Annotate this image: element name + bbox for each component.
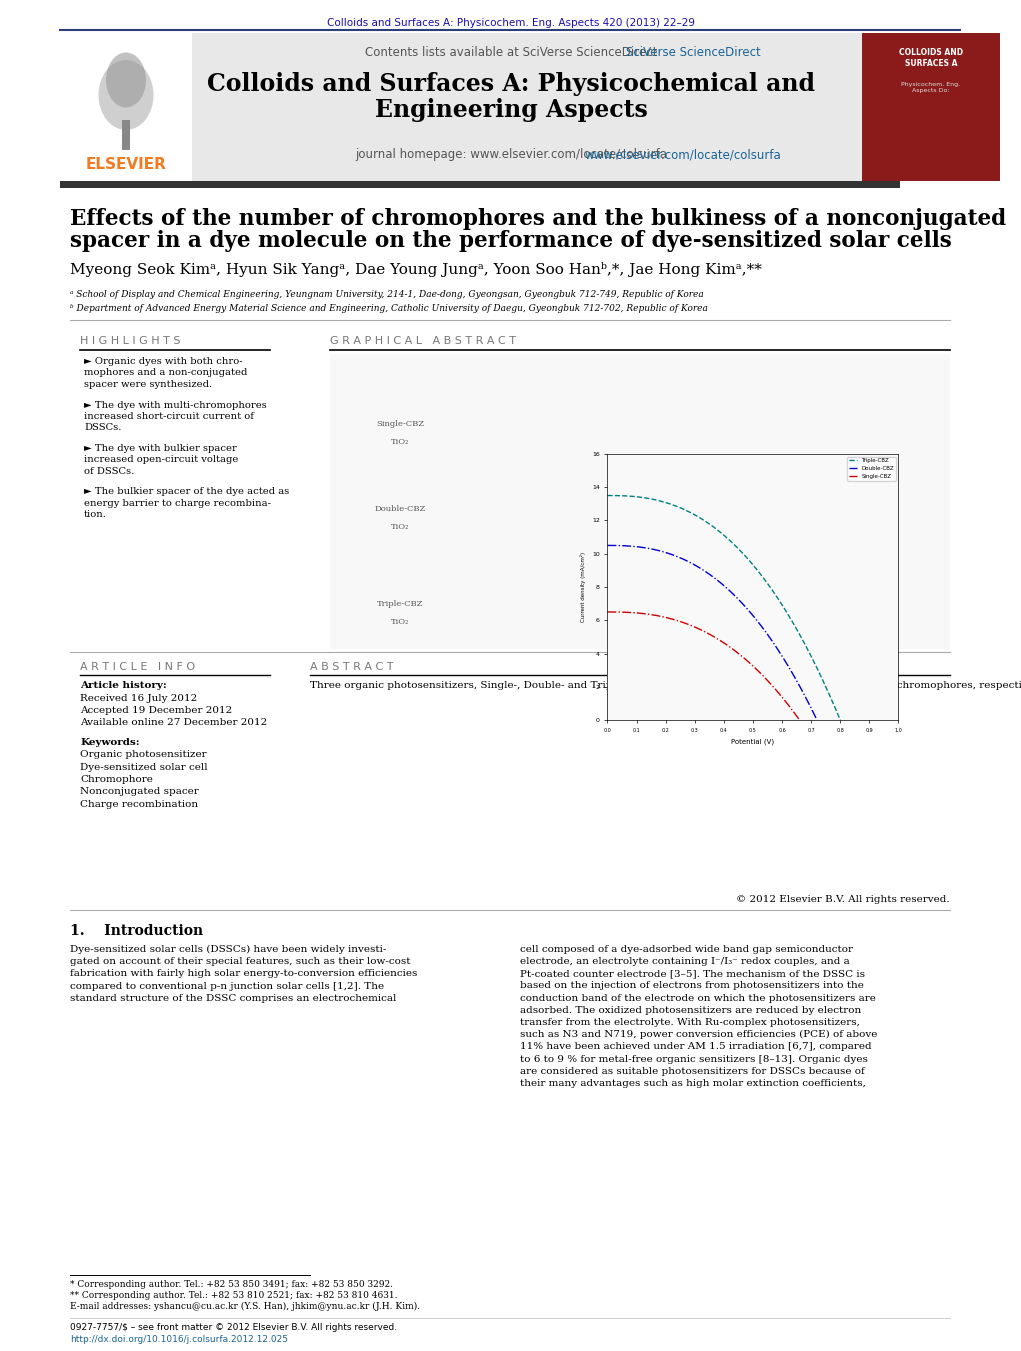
Double-CBZ: [640, 540, 652, 557]
Text: * Corresponding author. Tel.: +82 53 850 3491; fax: +82 53 850 3292.: * Corresponding author. Tel.: +82 53 850…: [70, 1279, 393, 1289]
Text: TiO₂: TiO₂: [391, 523, 409, 531]
Text: ᵇ Department of Advanced Energy Material Science and Engineering, Catholic Unive: ᵇ Department of Advanced Energy Material…: [70, 304, 708, 313]
Triple-CBZ: [611, 488, 623, 504]
Text: Myeong Seok Kimᵃ, Hyun Sik Yangᵃ, Dae Young Jungᵃ, Yoon Soo Hanᵇ,*, Jae Hong Kim: Myeong Seok Kimᵃ, Hyun Sik Yangᵃ, Dae Yo…: [70, 262, 762, 277]
Triple-CBZ: [644, 490, 657, 507]
Double-CBZ: [614, 538, 626, 554]
Line: Triple-CBZ: Triple-CBZ: [607, 496, 840, 720]
Text: ► Organic dyes with both chro-
mophores and a non-conjugated
spacer were synthes: ► Organic dyes with both chro- mophores …: [84, 357, 247, 389]
Text: Contents lists available at SciVerse ScienceDirect: Contents lists available at SciVerse Sci…: [364, 46, 658, 59]
X-axis label: Potential (V): Potential (V): [731, 738, 775, 744]
Text: H I G H L I G H T S: H I G H L I G H T S: [80, 336, 181, 346]
Text: ᵃ School of Display and Chemical Engineering, Yeungnam University, 214-1, Dae-do: ᵃ School of Display and Chemical Enginee…: [70, 290, 703, 299]
Triple-CBZ: [664, 496, 676, 512]
Text: ► The bulkier spacer of the dye acted as
energy barrier to charge recombina-
tio: ► The bulkier spacer of the dye acted as…: [84, 488, 289, 519]
Text: Available online 27 December 2012: Available online 27 December 2012: [80, 717, 268, 727]
Text: G R A P H I C A L   A B S T R A C T: G R A P H I C A L A B S T R A C T: [330, 336, 516, 346]
Single-CBZ: [601, 604, 614, 620]
Text: 0927-7757/$ – see front matter © 2012 Elsevier B.V. All rights reserved.: 0927-7757/$ – see front matter © 2012 El…: [70, 1323, 397, 1332]
Bar: [60, 32, 900, 181]
Double-CBZ: [800, 690, 813, 707]
Text: www.elsevier.com/locate/colsurfa: www.elsevier.com/locate/colsurfa: [584, 149, 781, 161]
Single-CBZ: [637, 605, 649, 621]
Bar: [862, 32, 1000, 181]
Text: Double-CBZ: Double-CBZ: [375, 505, 426, 513]
Triple-CBZ: [601, 488, 614, 504]
Text: Nonconjugated spacer: Nonconjugated spacer: [80, 788, 199, 797]
Text: Dye-sensitized solar cells (DSSCs) have been widely investi-
gated on account of: Dye-sensitized solar cells (DSSCs) have …: [70, 944, 418, 1002]
Single-CBZ: [652, 608, 665, 624]
Bar: [330, 354, 950, 648]
Line: Single-CBZ: Single-CBZ: [607, 612, 799, 720]
Double-CBZ: [601, 538, 614, 554]
Text: cell composed of a dye-adsorbed wide band gap semiconductor
electrode, an electr: cell composed of a dye-adsorbed wide ban…: [520, 944, 877, 1088]
Triple-CBZ: [823, 685, 835, 701]
Text: Charge recombination: Charge recombination: [80, 800, 198, 809]
Ellipse shape: [98, 59, 153, 130]
Double-CBZ: [811, 712, 823, 728]
Single-CBZ: [793, 712, 806, 728]
Text: E-mail addresses: yshancu@cu.ac.kr (Y.S. Han), jhkim@ynu.ac.kr (J.H. Kim).: E-mail addresses: yshancu@cu.ac.kr (Y.S.…: [70, 1302, 420, 1310]
Text: Chromophore: Chromophore: [80, 775, 153, 784]
Double-CBZ: [610, 538, 622, 554]
Text: journal homepage: www.elsevier.com/locate/colsurfa: journal homepage: www.elsevier.com/locat…: [355, 149, 667, 161]
Text: Dye-sensitized solar cell: Dye-sensitized solar cell: [80, 762, 207, 771]
Bar: [121, 120, 130, 150]
Text: Article history:: Article history:: [80, 681, 166, 690]
Text: Keywords:: Keywords:: [80, 738, 140, 747]
Text: ** Corresponding author. Tel.: +82 53 810 2521; fax: +82 53 810 4631.: ** Corresponding author. Tel.: +82 53 81…: [70, 1292, 397, 1300]
Triple-CBZ: [616, 488, 628, 504]
Text: A B S T R A C T: A B S T R A C T: [310, 662, 393, 671]
Text: Triple-CBZ: Triple-CBZ: [377, 600, 424, 608]
Text: Effects of the number of chromophores and the bulkiness of a nonconjugated: Effects of the number of chromophores an…: [70, 208, 1006, 230]
Bar: [60, 181, 900, 188]
Text: © 2012 Elsevier B.V. All rights reserved.: © 2012 Elsevier B.V. All rights reserved…: [736, 894, 950, 904]
Single-CBZ: [777, 690, 789, 707]
Text: ► The dye with multi-chromophores
increased short-circuit current of
DSSCs.: ► The dye with multi-chromophores increa…: [84, 400, 266, 432]
Single-CBZ: [610, 604, 622, 620]
Text: Physicochem. Eng.
Aspects Do:: Physicochem. Eng. Aspects Do:: [902, 82, 961, 93]
Text: SciVerse ScienceDirect: SciVerse ScienceDirect: [626, 46, 761, 59]
Text: http://dx.doi.org/10.1016/j.colsurfa.2012.12.025: http://dx.doi.org/10.1016/j.colsurfa.201…: [70, 1335, 288, 1344]
Legend: Triple-CBZ, Double-CBZ, Single-CBZ: Triple-CBZ, Double-CBZ, Single-CBZ: [847, 457, 895, 481]
Text: COLLOIDS AND
SURFACES A: COLLOIDS AND SURFACES A: [898, 49, 963, 68]
Single-CBZ: [784, 698, 796, 715]
Text: Organic photosensitizer: Organic photosensitizer: [80, 750, 206, 759]
Triple-CBZ: [834, 712, 846, 728]
Bar: [60, 32, 192, 181]
Text: Single-CBZ: Single-CBZ: [376, 420, 424, 428]
Text: Received 16 July 2012: Received 16 July 2012: [80, 694, 197, 703]
Triple-CBZ: [815, 667, 827, 684]
Text: A R T I C L E   I N F O: A R T I C L E I N F O: [80, 662, 195, 671]
Line: Double-CBZ: Double-CBZ: [607, 546, 817, 720]
Y-axis label: Current density (mA/cm²): Current density (mA/cm²): [580, 553, 586, 621]
Text: spacer in a dye molecule on the performance of dye-sensitized solar cells: spacer in a dye molecule on the performa…: [70, 230, 952, 253]
Text: 1.    Introduction: 1. Introduction: [70, 924, 203, 938]
Double-CBZ: [658, 543, 670, 559]
Text: Accepted 19 December 2012: Accepted 19 December 2012: [80, 707, 232, 715]
Text: ► The dye with bulkier spacer
increased open-circuit voltage
of DSSCs.: ► The dye with bulkier spacer increased …: [84, 444, 238, 476]
Text: Three organic photosensitizers, Single-, Double- and Triple-CBZ, containing one,: Three organic photosensitizers, Single-,…: [310, 681, 1021, 690]
Ellipse shape: [106, 53, 146, 108]
Text: TiO₂: TiO₂: [391, 617, 409, 626]
Text: Colloids and Surfaces A: Physicochem. Eng. Aspects 420 (2013) 22–29: Colloids and Surfaces A: Physicochem. En…: [327, 18, 695, 28]
Double-CBZ: [793, 677, 806, 693]
Text: ELSEVIER: ELSEVIER: [86, 157, 166, 172]
Single-CBZ: [613, 604, 625, 620]
Text: Colloids and Surfaces A: Physicochemical and: Colloids and Surfaces A: Physicochemical…: [207, 72, 815, 96]
Text: TiO₂: TiO₂: [391, 438, 409, 446]
Text: Engineering Aspects: Engineering Aspects: [375, 99, 647, 122]
